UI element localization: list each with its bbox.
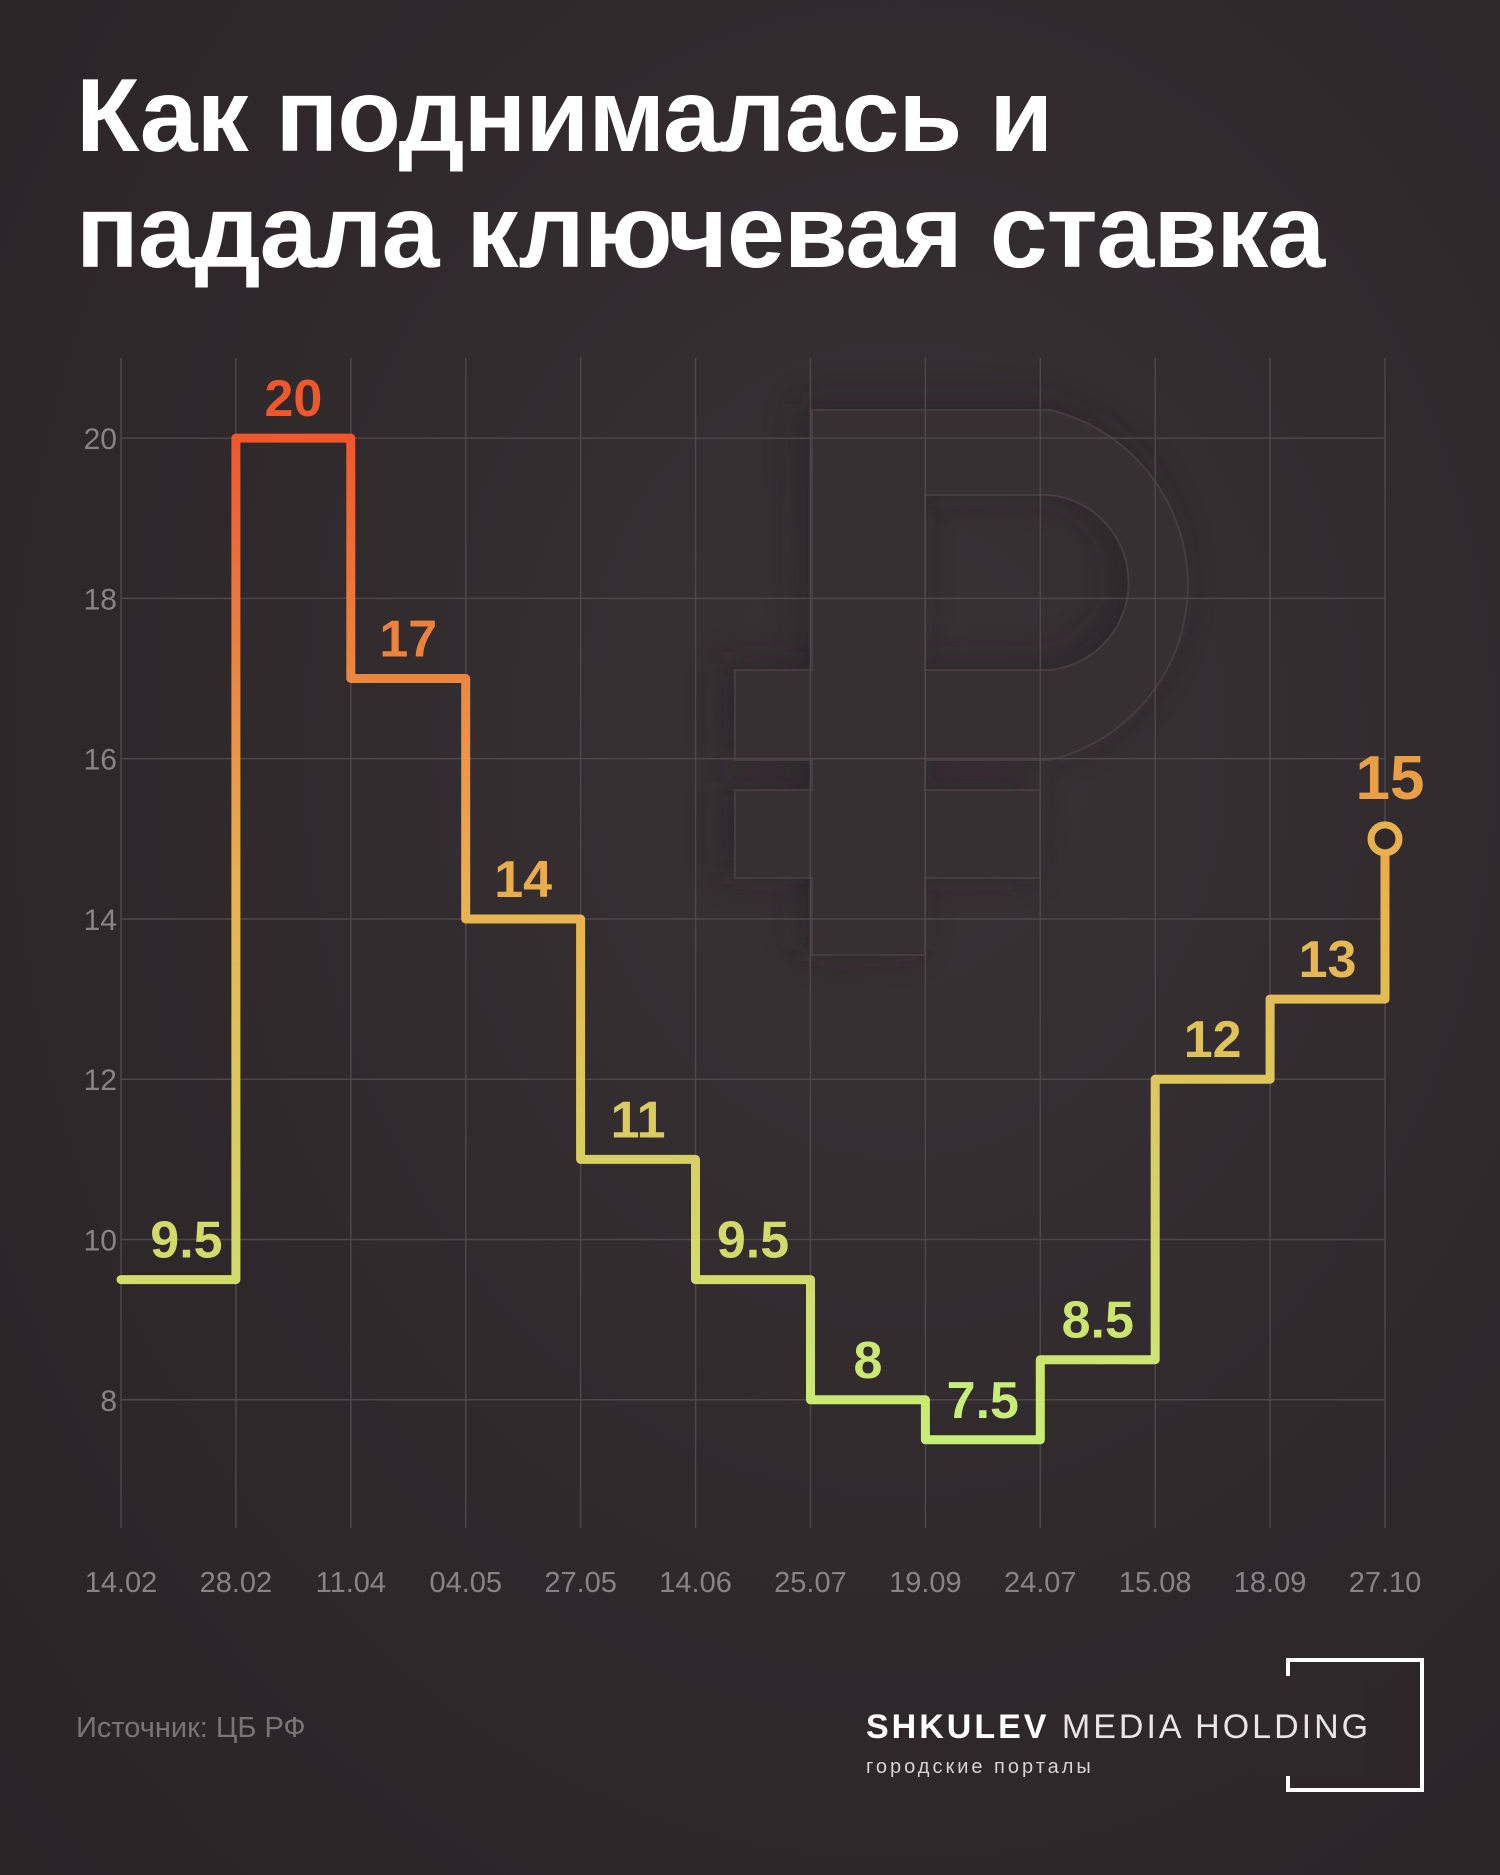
x-tick-label: 24.07 [1004,1567,1077,1599]
data-label: 14 [494,851,552,909]
x-tick-label: 25.07 [774,1567,847,1599]
data-label: 15 [1356,744,1425,813]
data-label: 20 [264,370,322,428]
x-tick-label: 18.09 [1234,1567,1307,1599]
source-note: Источник: ЦБ РФ [76,1712,306,1744]
brand-logo: SHKULEV MEDIA HOLDING городские порталы [866,1656,1426,1801]
y-axis-ticks: 8 10 12 14 16 18 20 [84,423,117,1418]
logo-brand-light: MEDIA HOLDING [1061,1708,1372,1746]
y-tick-label: 16 [84,744,117,777]
logo-brand-bold: SHKULEV [866,1708,1050,1746]
x-tick-label: 15.08 [1119,1567,1192,1599]
x-tick-label: 04.05 [429,1567,502,1599]
data-label: 11 [611,1091,666,1149]
x-axis-ticks: 14.02 28.02 11.04 04.05 27.05 14.06 25.07 19.09… [85,1567,1422,1599]
y-tick-label: 12 [84,1064,117,1097]
x-tick-label: 28.02 [200,1567,273,1599]
chart-title-line-2: падала ключевая ставка [76,174,1325,290]
data-label: 9.5 [717,1212,789,1270]
rate-step-line [116,433,1390,1445]
y-tick-label: 20 [84,423,117,456]
data-label: 7.5 [947,1372,1019,1430]
data-label: 8 [853,1332,882,1390]
chart-title: Как поднималась и падала ключевая ставка [76,58,1456,290]
ruble-sign-icon [725,404,1189,956]
x-tick-label: 19.09 [889,1567,962,1599]
y-tick-label: 14 [84,904,117,937]
x-tick-label: 11.04 [316,1567,386,1599]
data-label: 17 [379,611,437,669]
chart-title-line-1: Как поднималась и [76,58,1053,174]
series-key-rate [116,433,1403,1445]
data-label: 13 [1299,931,1357,989]
data-labels: 9.5 20 17 14 11 9.5 8 7.5 8.5 12 13 15 [150,370,1424,1430]
x-tick-label: 27.10 [1349,1567,1422,1599]
data-label: 8.5 [1062,1292,1134,1350]
logo-frame-gap [1256,1676,1366,1776]
x-tick-label: 27.05 [544,1567,617,1599]
y-tick-label: 18 [84,583,117,616]
data-label: 12 [1184,1011,1242,1069]
data-label: 9.5 [150,1212,222,1270]
logo-tagline: городские порталы [866,1756,1094,1778]
end-point-marker [1367,821,1403,857]
y-tick-label: 10 [84,1225,117,1258]
x-tick-label: 14.06 [659,1567,732,1599]
x-tick-label: 14.02 [85,1567,158,1599]
chart-grid [120,358,1386,1528]
y-tick-label: 8 [100,1385,117,1418]
logo-brand: SHKULEV MEDIA HOLDING [866,1708,1371,1747]
